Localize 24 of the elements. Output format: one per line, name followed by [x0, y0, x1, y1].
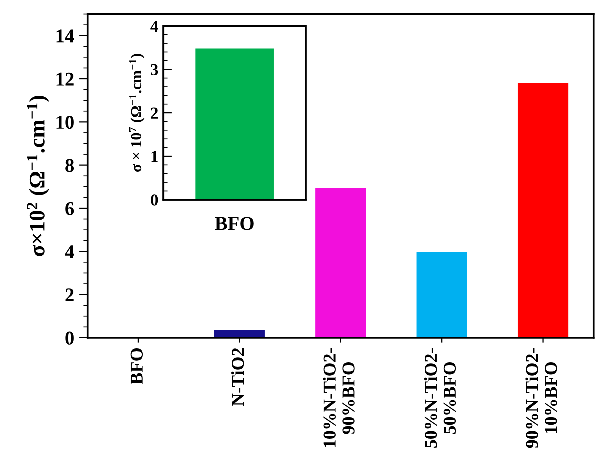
y-tick-label: 4 — [150, 20, 158, 32]
y-tick-label: 0 — [151, 194, 158, 206]
y-tick-label: 12 — [56, 72, 74, 86]
y-tick-label: 0 — [66, 332, 74, 345]
y-tick-label: 2 — [66, 288, 74, 302]
y-tick-label: 2 — [151, 108, 158, 119]
bar — [416, 252, 468, 338]
bar — [316, 188, 366, 338]
y-tick-label: 14 — [56, 30, 74, 43]
y-tick-label: 8 — [66, 159, 74, 172]
y-tick-label: 4 — [65, 246, 74, 258]
x-tick-label: 10%N-TiO2- 90%BFO — [323, 348, 355, 448]
bar — [518, 83, 569, 338]
y-axis-title: σ×10$^{2}$ (Ω$^{−1}$.cm$^{−1}$) — [27, 96, 50, 256]
y-tick-label: 10 — [56, 116, 74, 130]
x-tick-label: 90%N-TiO2- 10%BFO — [526, 348, 558, 448]
x-tick-label: BFO — [130, 348, 143, 384]
y-axis-title: σ × 10$^{7}$ (Ω$^{−1}$.cm$^{−1}$) — [129, 54, 145, 172]
x-tick-label: 50%N-TiO2- 50%BFO — [424, 348, 456, 448]
x-tick-label: BFO — [215, 217, 254, 230]
y-tick-label: 1 — [152, 151, 158, 162]
y-tick-label: 3 — [151, 64, 158, 76]
y-tick-label: 6 — [66, 202, 74, 216]
x-tick-label: N-TiO2 — [231, 348, 244, 406]
